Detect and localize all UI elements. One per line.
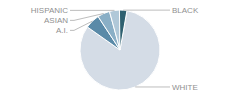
pie <box>80 10 160 90</box>
pie-slice <box>80 11 160 90</box>
leader-line <box>135 86 170 87</box>
leader-line <box>70 10 114 11</box>
slice-label: A.I. <box>56 26 68 35</box>
slice-label: ASIAN <box>44 16 68 25</box>
leader-line <box>70 21 92 30</box>
pie-slice <box>110 10 120 50</box>
slice-label: WHITE <box>172 83 198 92</box>
leader-line <box>70 14 104 21</box>
labels: WHITE A.I.ASIANHISPANIC BLACK <box>31 6 199 92</box>
slice-label: HISPANIC <box>31 6 68 15</box>
chart: WHITE A.I.ASIANHISPANIC BLACK <box>0 0 240 100</box>
slice-label: BLACK <box>172 6 199 15</box>
leader-line <box>123 10 170 11</box>
pie-slice <box>119 10 127 50</box>
